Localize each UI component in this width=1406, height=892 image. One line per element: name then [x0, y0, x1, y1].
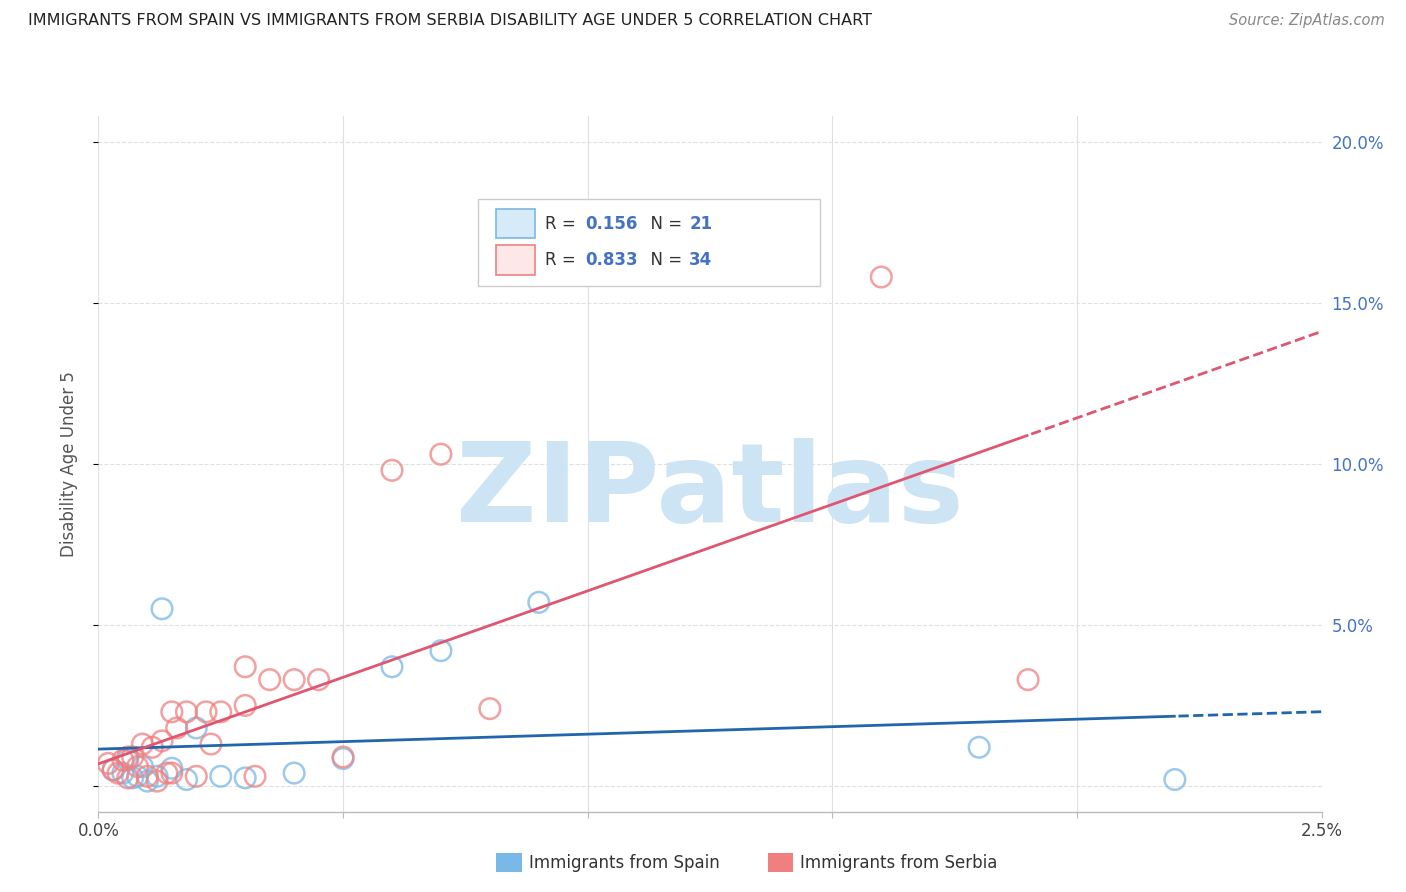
Point	[121, 771, 143, 785]
Point	[117, 771, 139, 785]
Point	[283, 673, 305, 687]
Point	[136, 774, 159, 789]
Point	[527, 595, 550, 609]
Point	[1017, 673, 1039, 687]
Point	[233, 698, 256, 713]
Point	[146, 774, 169, 789]
Point	[160, 766, 183, 780]
Point	[97, 756, 120, 771]
FancyBboxPatch shape	[496, 210, 536, 238]
Point	[186, 721, 208, 735]
Text: Source: ZipAtlas.com: Source: ZipAtlas.com	[1229, 13, 1385, 29]
Point	[967, 740, 990, 755]
Point	[117, 750, 139, 764]
Point	[430, 447, 453, 461]
Point	[233, 771, 256, 785]
Point	[332, 750, 354, 764]
Point	[259, 673, 281, 687]
Text: Immigrants from Spain: Immigrants from Spain	[529, 854, 720, 871]
Point	[107, 766, 129, 780]
Point	[146, 769, 169, 783]
Point	[160, 705, 183, 719]
Point	[430, 643, 453, 657]
Point	[332, 751, 354, 765]
Text: R =: R =	[546, 215, 581, 233]
Point	[136, 769, 159, 783]
Point	[111, 753, 134, 767]
Text: 21: 21	[689, 215, 713, 233]
Text: ZIPatlas: ZIPatlas	[456, 438, 965, 545]
Point	[381, 660, 404, 674]
Point	[1164, 772, 1187, 787]
Point	[101, 763, 124, 777]
Point	[233, 660, 256, 674]
Point	[141, 740, 163, 755]
Point	[200, 737, 222, 751]
Text: N =: N =	[640, 215, 688, 233]
FancyBboxPatch shape	[496, 245, 536, 275]
FancyBboxPatch shape	[478, 200, 820, 286]
Point	[150, 734, 173, 748]
Point	[209, 705, 232, 719]
Point	[176, 772, 198, 787]
Text: 0.156: 0.156	[585, 215, 638, 233]
Point	[156, 766, 179, 780]
Point	[166, 721, 188, 735]
Text: Immigrants from Serbia: Immigrants from Serbia	[800, 854, 997, 871]
Point	[243, 769, 266, 783]
Point	[308, 673, 330, 687]
Point	[870, 270, 893, 285]
Point	[195, 705, 218, 719]
Point	[111, 766, 134, 780]
Point	[381, 463, 404, 477]
Point	[283, 766, 305, 780]
Text: N =: N =	[640, 251, 688, 269]
Point	[101, 763, 124, 777]
Point	[117, 753, 139, 767]
Point	[127, 759, 149, 773]
Point	[121, 750, 143, 764]
Text: R =: R =	[546, 251, 581, 269]
Point	[131, 737, 153, 751]
Point	[478, 701, 501, 715]
Y-axis label: Disability Age Under 5: Disability Age Under 5	[59, 371, 77, 557]
Point	[160, 761, 183, 775]
Point	[150, 601, 173, 615]
Point	[127, 769, 149, 783]
Text: IMMIGRANTS FROM SPAIN VS IMMIGRANTS FROM SERBIA DISABILITY AGE UNDER 5 CORRELATI: IMMIGRANTS FROM SPAIN VS IMMIGRANTS FROM…	[28, 13, 872, 29]
Point	[209, 769, 232, 783]
Text: 0.833: 0.833	[585, 251, 638, 269]
Point	[131, 759, 153, 773]
Point	[176, 705, 198, 719]
Point	[186, 769, 208, 783]
Text: 34: 34	[689, 251, 713, 269]
